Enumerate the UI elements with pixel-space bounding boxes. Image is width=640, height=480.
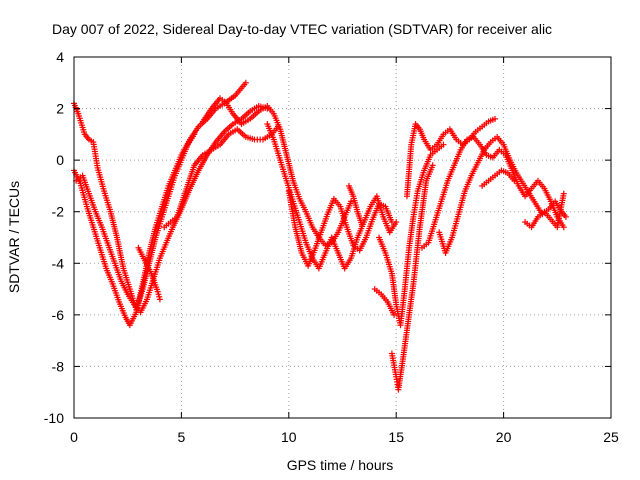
data-point (242, 79, 249, 86)
data-point (492, 115, 499, 122)
data-point (560, 224, 567, 231)
x-tick-label: 5 (178, 429, 186, 445)
x-axis-label: GPS time / hours (287, 457, 394, 473)
y-tick-labels: -10 -8 -6 -4 -2 0 2 4 (44, 49, 64, 426)
y-tick-label: -8 (52, 358, 65, 374)
series-track (388, 162, 436, 393)
plot-frame (73, 56, 612, 419)
data-point (440, 141, 447, 148)
y-tick-label: -10 (44, 410, 64, 426)
data-point (348, 198, 355, 205)
y-axis-label: SDTVAR / TECUs (6, 181, 22, 293)
y-tick-label: -6 (52, 307, 65, 323)
data-point (562, 213, 569, 220)
series-track (479, 167, 518, 189)
data-point (156, 296, 163, 303)
y-tick-label: -4 (52, 255, 65, 271)
x-tick-labels: 0 5 10 15 20 25 (70, 429, 619, 445)
y-tick-label: 4 (56, 49, 64, 65)
series-track (199, 95, 355, 249)
series-track (522, 190, 567, 231)
x-tick-label: 0 (70, 429, 78, 445)
x-tick-label: 10 (281, 429, 297, 445)
data-point (560, 190, 567, 197)
series-track (264, 121, 400, 272)
x-tick-label: 20 (496, 429, 512, 445)
data-point (511, 177, 518, 184)
x-tick-label: 15 (388, 429, 404, 445)
y-tick-label: 0 (56, 152, 64, 168)
series-track (376, 141, 447, 329)
data-point (429, 162, 436, 169)
y-tick-label: 2 (56, 101, 64, 117)
series-track (371, 286, 398, 318)
chart-title: Day 007 of 2022, Sidereal Day-to-day VTE… (52, 21, 552, 37)
series-track (403, 115, 499, 200)
series-track (418, 133, 567, 251)
series-track (285, 188, 395, 269)
axis-ticks (73, 56, 612, 419)
y-tick-label: -2 (52, 204, 65, 220)
data-point (358, 221, 365, 228)
series-track (161, 123, 282, 231)
series-track (436, 133, 569, 256)
data-points (71, 79, 569, 393)
series-track (135, 244, 163, 303)
x-tick-label: 25 (603, 429, 619, 445)
series-track (345, 182, 365, 228)
series-track (71, 79, 249, 329)
data-point (388, 219, 395, 226)
data-point (391, 311, 398, 318)
